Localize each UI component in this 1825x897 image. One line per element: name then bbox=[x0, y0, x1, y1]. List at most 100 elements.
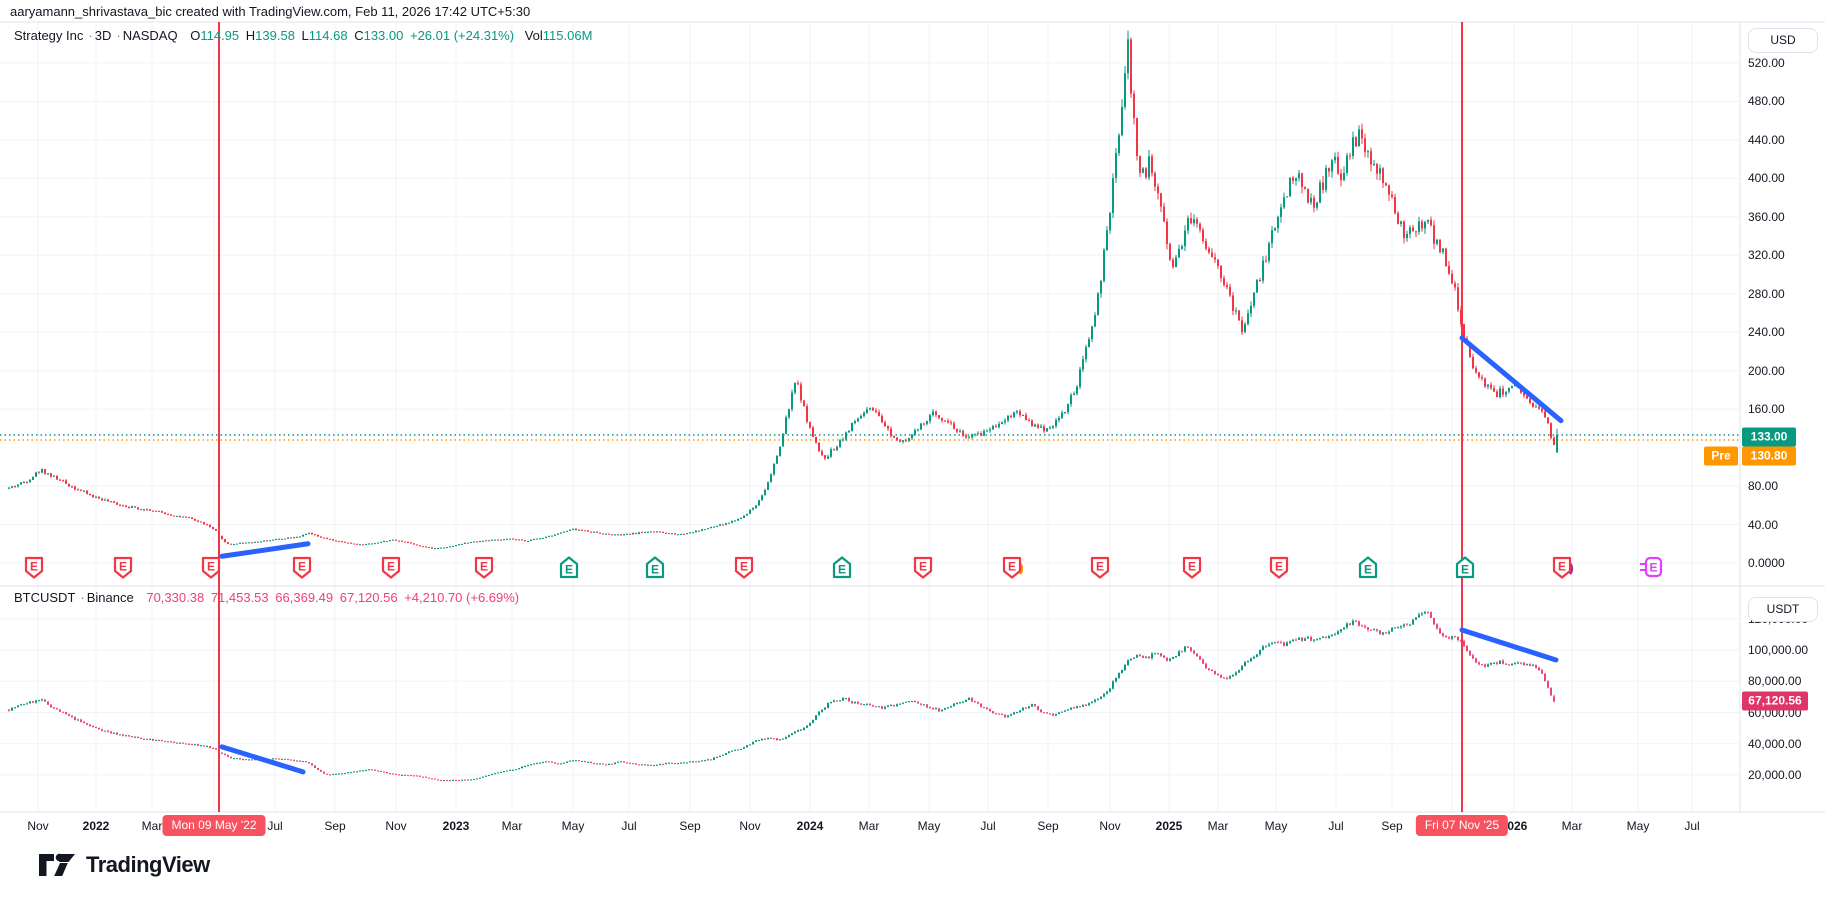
earnings-badge-red-orange-icon[interactable]: E bbox=[1002, 556, 1024, 579]
svg-text:E: E bbox=[119, 560, 127, 574]
btc-change-value: +4,210.70 (+6.69%) bbox=[404, 590, 520, 605]
time-axis-month-label: Jul bbox=[1328, 819, 1344, 833]
earnings-badge-green-icon[interactable]: E bbox=[832, 556, 852, 579]
mstr-symbol[interactable]: Strategy Inc bbox=[14, 28, 84, 43]
earnings-badge-red-icon[interactable]: E bbox=[24, 556, 44, 579]
time-axis-month-label: Mar bbox=[501, 819, 523, 833]
svg-text:E: E bbox=[207, 560, 215, 574]
high-label: H bbox=[245, 28, 256, 43]
last-price-badge-mstr: 133.00 bbox=[1742, 427, 1796, 447]
tradingview-logo-text: TradingView bbox=[86, 852, 210, 877]
svg-text:E: E bbox=[480, 560, 488, 574]
time-axis-month-label: Mar bbox=[1207, 819, 1229, 833]
svg-text:E: E bbox=[1188, 560, 1196, 574]
time-axis-month-label: Nov bbox=[1099, 819, 1121, 833]
close-label: C bbox=[354, 28, 364, 43]
earnings-badge-green-icon[interactable]: E bbox=[559, 556, 579, 579]
open-label: O bbox=[190, 28, 201, 43]
mstr-exchange: NASDAQ bbox=[122, 28, 178, 43]
premarket-price-badge-mstr: 130.80 bbox=[1742, 446, 1796, 466]
premarket-prefix-badge: Pre bbox=[1704, 446, 1738, 466]
earnings-badge-red-icon[interactable]: E bbox=[1090, 556, 1110, 579]
earnings-badge-red-icon[interactable]: E bbox=[1269, 556, 1289, 579]
mstr-legend: Strategy Inc · 3D · NASDAQ O114.95 H139.58 L… bbox=[14, 28, 595, 43]
price-axis-label: 0.0000 bbox=[1748, 556, 1785, 570]
time-axis-month-label: May bbox=[1264, 819, 1288, 833]
attribution-text: aaryamann_shrivastava_bic created with T… bbox=[10, 4, 531, 19]
high-value: 139.58 bbox=[255, 28, 295, 43]
volume-value: 115.06M bbox=[542, 28, 593, 43]
last-price-badge-btc: 67,120.56 bbox=[1742, 691, 1808, 711]
price-axis-label: 160.00 bbox=[1748, 402, 1785, 417]
earnings-badge-green-icon[interactable]: E bbox=[645, 556, 665, 579]
svg-text:E: E bbox=[298, 560, 306, 574]
price-axis-label: 520.00 bbox=[1748, 55, 1785, 70]
event-date-badge: Mon 09 May '22 bbox=[162, 815, 266, 836]
svg-text:E: E bbox=[30, 560, 38, 574]
earnings-badge-green-icon[interactable]: E bbox=[1455, 556, 1475, 579]
svg-text:E: E bbox=[1096, 560, 1104, 574]
price-axis-label: 80,000.00 bbox=[1748, 674, 1802, 689]
svg-text:E: E bbox=[387, 560, 395, 574]
earnings-badge-red-icon[interactable]: E bbox=[1182, 556, 1202, 579]
btc-exchange: Binance bbox=[86, 590, 134, 605]
time-axis-month-label: Sep bbox=[679, 819, 701, 833]
time-axis-month-label: Nov bbox=[27, 819, 49, 833]
price-axis-label: 360.00 bbox=[1748, 209, 1785, 224]
time-axis-month-label: Mar bbox=[141, 819, 163, 833]
btc-symbol[interactable]: BTCUSDT bbox=[14, 590, 76, 605]
price-axis-label: 100,000.00 bbox=[1748, 643, 1809, 657]
time-axis-month-label: Mar bbox=[858, 819, 880, 833]
svg-text:E: E bbox=[565, 563, 573, 577]
mstr-interval[interactable]: 3D bbox=[94, 28, 112, 43]
earnings-badge-red-icon[interactable]: E bbox=[113, 556, 133, 579]
price-axis-label: 400.00 bbox=[1748, 171, 1785, 186]
earnings-badge-red-purple-icon[interactable]: E bbox=[1552, 556, 1574, 579]
price-axis-label: 440.00 bbox=[1748, 132, 1785, 147]
earnings-badge-green-icon[interactable]: E bbox=[1358, 556, 1378, 579]
low-label: L bbox=[301, 28, 309, 43]
svg-text:E: E bbox=[919, 560, 927, 574]
price-axis-label: 40,000.00 bbox=[1748, 736, 1802, 751]
earnings-badge-magenta-icon[interactable]: E bbox=[1640, 556, 1663, 578]
tradingview-logo[interactable]: TradingView bbox=[38, 850, 210, 880]
svg-text:E: E bbox=[1649, 561, 1657, 575]
time-axis-month-label: May bbox=[917, 819, 941, 833]
earnings-badge-red-icon[interactable]: E bbox=[734, 556, 754, 579]
svg-text:E: E bbox=[1461, 563, 1469, 577]
earnings-badge-red-icon[interactable]: E bbox=[201, 556, 221, 579]
time-axis-month-label: Jul bbox=[621, 819, 637, 833]
svg-text:E: E bbox=[1008, 560, 1016, 574]
currency-unit-button-usdt[interactable]: USDT bbox=[1748, 597, 1818, 622]
time-axis-month-label: Sep bbox=[324, 819, 346, 833]
time-axis-month-label: Sep bbox=[1037, 819, 1059, 833]
earnings-badge-red-icon[interactable]: E bbox=[913, 556, 933, 579]
separator-dot: · bbox=[116, 28, 121, 43]
price-axis-label: 240.00 bbox=[1748, 325, 1785, 340]
time-axis-month-label: Jul bbox=[980, 819, 996, 833]
time-axis-month-label: Sep bbox=[1381, 819, 1403, 833]
time-axis-month-label: Nov bbox=[385, 819, 407, 833]
btc-close-value: 67,120.56 bbox=[339, 590, 398, 605]
time-axis-month-label: May bbox=[561, 819, 585, 833]
price-axis-label: 20,000.00 bbox=[1748, 768, 1802, 782]
earnings-badge-red-icon[interactable]: E bbox=[474, 556, 494, 579]
time-axis-month-label: Jul bbox=[267, 819, 283, 833]
price-axis-label: 200.00 bbox=[1748, 363, 1785, 378]
time-axis-year-label: 2024 bbox=[796, 819, 824, 833]
earnings-badge-red-icon[interactable]: E bbox=[292, 556, 312, 579]
currency-unit-button-usd[interactable]: USD bbox=[1748, 28, 1818, 53]
close-value: 133.00 bbox=[363, 28, 404, 43]
event-date-badge: Fri 07 Nov '25 bbox=[1415, 815, 1509, 836]
time-axis-month-label: Nov bbox=[739, 819, 761, 833]
price-axis-label: 40.00 bbox=[1748, 517, 1779, 532]
price-axis-label: 280.00 bbox=[1748, 286, 1785, 301]
price-axis-label: 320.00 bbox=[1748, 248, 1785, 263]
svg-text:E: E bbox=[1558, 560, 1566, 574]
low-value: 114.68 bbox=[308, 28, 348, 43]
earnings-badge-red-icon[interactable]: E bbox=[381, 556, 401, 579]
time-axis-year-label: 2022 bbox=[82, 819, 110, 833]
svg-text:E: E bbox=[1364, 563, 1372, 577]
